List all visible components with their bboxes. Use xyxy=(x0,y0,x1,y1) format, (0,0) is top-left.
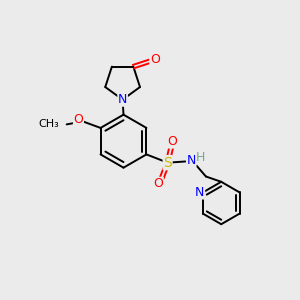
Text: O: O xyxy=(74,113,83,127)
Text: H: H xyxy=(196,151,206,164)
Text: S: S xyxy=(163,156,172,170)
Text: CH₃: CH₃ xyxy=(39,119,59,129)
Text: O: O xyxy=(153,177,163,190)
Text: O: O xyxy=(167,135,177,148)
Text: N: N xyxy=(195,186,205,199)
Text: N: N xyxy=(187,154,196,167)
Text: O: O xyxy=(150,53,160,66)
Text: N: N xyxy=(118,93,127,106)
